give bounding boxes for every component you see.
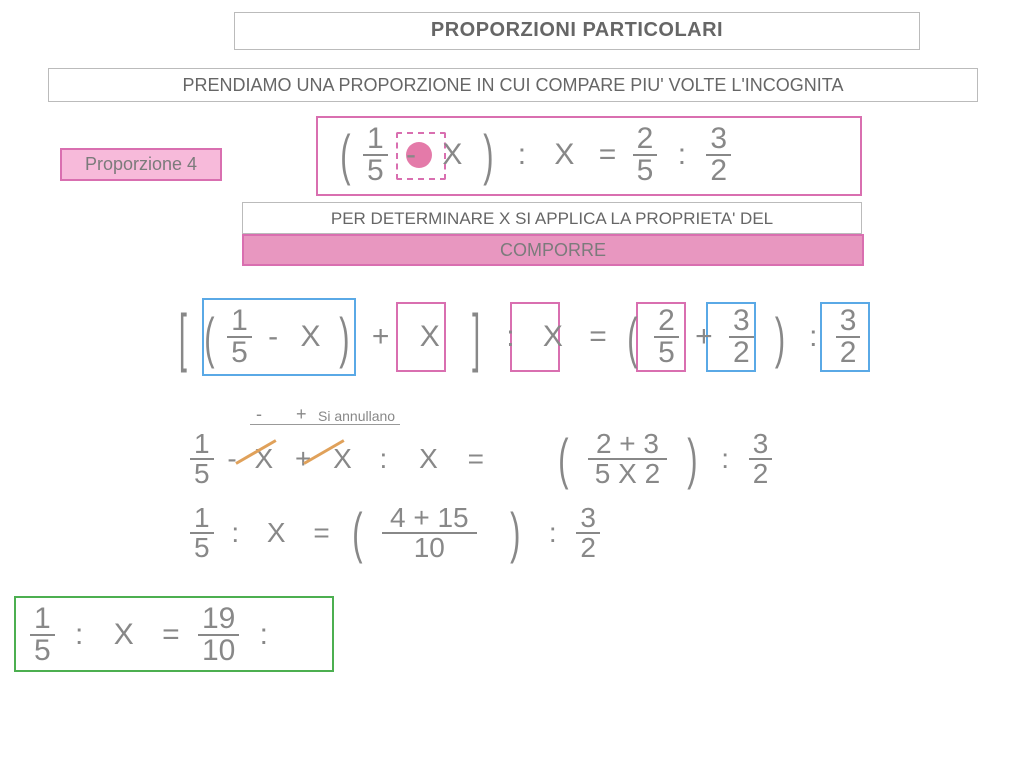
- subtitle-box: PRENDIAMO UNA PROPORZIONE IN CUI COMPARE…: [48, 68, 978, 102]
- r5-frac2: 1910: [198, 604, 239, 666]
- r2-colon2: :: [799, 320, 827, 354]
- r2-x2: X: [408, 320, 452, 354]
- r4-colon2: :: [537, 517, 569, 549]
- eq1-x1: X: [434, 138, 470, 172]
- lparen5-icon: (: [352, 500, 362, 565]
- proportion-tag: Proporzione 4: [60, 148, 222, 181]
- rparen5-icon: ): [501, 500, 521, 565]
- ann-minus: -: [256, 404, 262, 425]
- eq1-x2: X: [546, 138, 582, 172]
- r5-frac1: 15: [30, 604, 55, 666]
- page-title-box: PROPORZIONI PARTICOLARI: [234, 12, 920, 50]
- rparen4-icon: ): [687, 426, 697, 491]
- ann-text: Si annullano: [318, 408, 395, 424]
- r2-frac3: 32: [729, 306, 754, 368]
- r4-expr: 4 + 1510: [382, 504, 477, 562]
- eq1-frac3: 32: [706, 124, 731, 186]
- r5-eq: =: [152, 618, 190, 652]
- r2-minus: -: [260, 320, 286, 354]
- property-name-box: COMPORRE: [242, 234, 864, 266]
- r2-frac1: 15: [227, 306, 252, 368]
- minus-op: -: [396, 138, 426, 172]
- r5-x: X: [104, 618, 144, 652]
- eq1-frac2: 25: [633, 124, 658, 186]
- r3-plus: +: [285, 443, 321, 475]
- r3-x: X: [411, 443, 446, 475]
- ann-underline: [250, 424, 400, 425]
- eq1-frac1: 15: [363, 124, 388, 186]
- lparen4-icon: (: [558, 426, 568, 491]
- r3-expr: 2 + 35 X 2: [588, 430, 667, 488]
- equation-3: 15 - X + X : X = ( 2 + 35 X 2 ) : 32: [190, 426, 772, 491]
- lparen-icon: (: [340, 122, 350, 187]
- r2-eq: =: [581, 320, 615, 354]
- r3-eq: =: [454, 443, 498, 475]
- lparen3-icon: (: [627, 305, 637, 370]
- property-label-text: PER DETERMINARE X SI APPLICA LA PROPRIET…: [243, 203, 861, 235]
- r3-colon2: :: [709, 443, 741, 475]
- r2-x3: X: [533, 320, 573, 354]
- equation-5: 15 : X = 1910 :: [30, 604, 280, 666]
- page-title: PROPORZIONI PARTICOLARI: [235, 13, 919, 48]
- r2-colon: :: [496, 320, 524, 354]
- r4-frac1: 15: [190, 504, 214, 562]
- r5-colon: :: [63, 618, 95, 652]
- ann-plus: +: [296, 404, 307, 425]
- r4-colon: :: [221, 517, 249, 549]
- r2-frac4: 32: [836, 306, 861, 368]
- r3-colon: :: [364, 443, 404, 475]
- colon1: :: [506, 138, 538, 172]
- lbracket-icon: [: [179, 300, 187, 374]
- colon2: :: [666, 138, 698, 172]
- property-name-text: COMPORRE: [244, 236, 862, 265]
- rparen2-icon: ): [339, 305, 349, 370]
- equation-4: 15 : X = ( 4 + 1510 ) : 32: [190, 500, 600, 565]
- property-label-box: PER DETERMINARE X SI APPLICA LA PROPRIET…: [242, 202, 862, 234]
- r4-eq: =: [303, 517, 339, 549]
- r2-plus2: +: [691, 320, 717, 354]
- r4-x: X: [257, 517, 296, 549]
- r3-flast: 32: [749, 430, 773, 488]
- proportion-tag-label: Proporzione 4: [85, 154, 197, 174]
- eq: =: [591, 138, 625, 172]
- subtitle-text: PRENDIAMO UNA PROPORZIONE IN CUI COMPARE…: [49, 69, 977, 102]
- r5-colon2: :: [248, 618, 280, 652]
- rbracket-icon: ]: [468, 300, 481, 374]
- rparen-icon: ): [483, 122, 493, 187]
- equation-2: [ ( 15 - X ) + X ] : X = ( 25 + 32 ) : 3…: [174, 300, 860, 374]
- lparen2-icon: (: [204, 305, 214, 370]
- rparen3-icon: ): [772, 305, 786, 370]
- r2-plus: +: [362, 320, 400, 354]
- r4-flast: 32: [576, 504, 600, 562]
- r2-x1: X: [295, 320, 327, 354]
- r2-frac2: 25: [654, 306, 679, 368]
- r3-frac1: 15: [190, 430, 214, 488]
- equation-1: ( 15 - X ) : X = 25 : 32: [336, 122, 731, 187]
